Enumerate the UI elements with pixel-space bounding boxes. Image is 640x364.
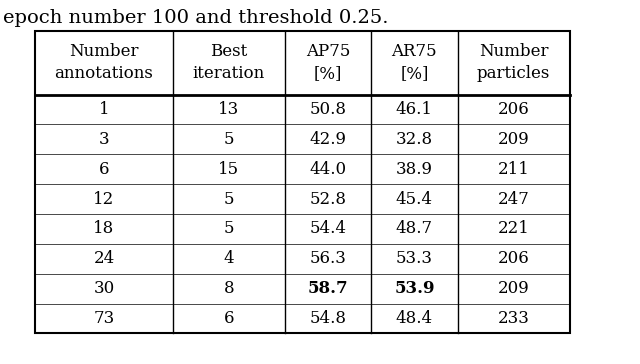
Text: 12: 12 — [93, 191, 115, 207]
Text: 54.8: 54.8 — [310, 310, 346, 327]
Text: [%]: [%] — [400, 65, 429, 82]
Text: [%]: [%] — [314, 65, 342, 82]
Text: 53.3: 53.3 — [396, 250, 433, 267]
Text: 15: 15 — [218, 161, 239, 178]
Text: 4: 4 — [223, 250, 234, 267]
Text: 56.3: 56.3 — [310, 250, 346, 267]
Text: 53.9: 53.9 — [394, 280, 435, 297]
Text: 209: 209 — [498, 280, 529, 297]
Text: 48.4: 48.4 — [396, 310, 433, 327]
Text: 18: 18 — [93, 221, 115, 237]
Text: 42.9: 42.9 — [310, 131, 346, 148]
Text: iteration: iteration — [193, 65, 265, 82]
Text: 58.7: 58.7 — [308, 280, 348, 297]
Text: 247: 247 — [498, 191, 529, 207]
Text: 24: 24 — [93, 250, 115, 267]
Text: 209: 209 — [498, 131, 529, 148]
Text: 221: 221 — [498, 221, 529, 237]
Text: 73: 73 — [93, 310, 115, 327]
Text: AR75: AR75 — [392, 43, 437, 60]
Text: Best: Best — [210, 43, 248, 60]
Text: AP75: AP75 — [306, 43, 350, 60]
Bar — [35, 31, 570, 333]
Text: 5: 5 — [223, 131, 234, 148]
Text: 32.8: 32.8 — [396, 131, 433, 148]
Text: 206: 206 — [498, 101, 529, 118]
Text: Number: Number — [479, 43, 548, 60]
Text: 38.9: 38.9 — [396, 161, 433, 178]
Text: 52.8: 52.8 — [310, 191, 346, 207]
Text: Number: Number — [69, 43, 139, 60]
Text: 206: 206 — [498, 250, 529, 267]
Text: 13: 13 — [218, 101, 239, 118]
Text: particles: particles — [477, 65, 550, 82]
Text: 211: 211 — [498, 161, 529, 178]
Text: 54.4: 54.4 — [310, 221, 346, 237]
Text: epoch number 100 and threshold 0.25.: epoch number 100 and threshold 0.25. — [3, 9, 388, 27]
Text: 6: 6 — [99, 161, 109, 178]
Text: annotations: annotations — [54, 65, 154, 82]
Text: 44.0: 44.0 — [309, 161, 347, 178]
Text: 48.7: 48.7 — [396, 221, 433, 237]
Text: 30: 30 — [93, 280, 115, 297]
Text: 5: 5 — [223, 191, 234, 207]
Text: 3: 3 — [99, 131, 109, 148]
Text: 8: 8 — [223, 280, 234, 297]
Text: 5: 5 — [223, 221, 234, 237]
Text: 45.4: 45.4 — [396, 191, 433, 207]
Text: 6: 6 — [223, 310, 234, 327]
Text: 46.1: 46.1 — [396, 101, 433, 118]
Text: 50.8: 50.8 — [310, 101, 346, 118]
Text: 233: 233 — [498, 310, 529, 327]
Text: 1: 1 — [99, 101, 109, 118]
